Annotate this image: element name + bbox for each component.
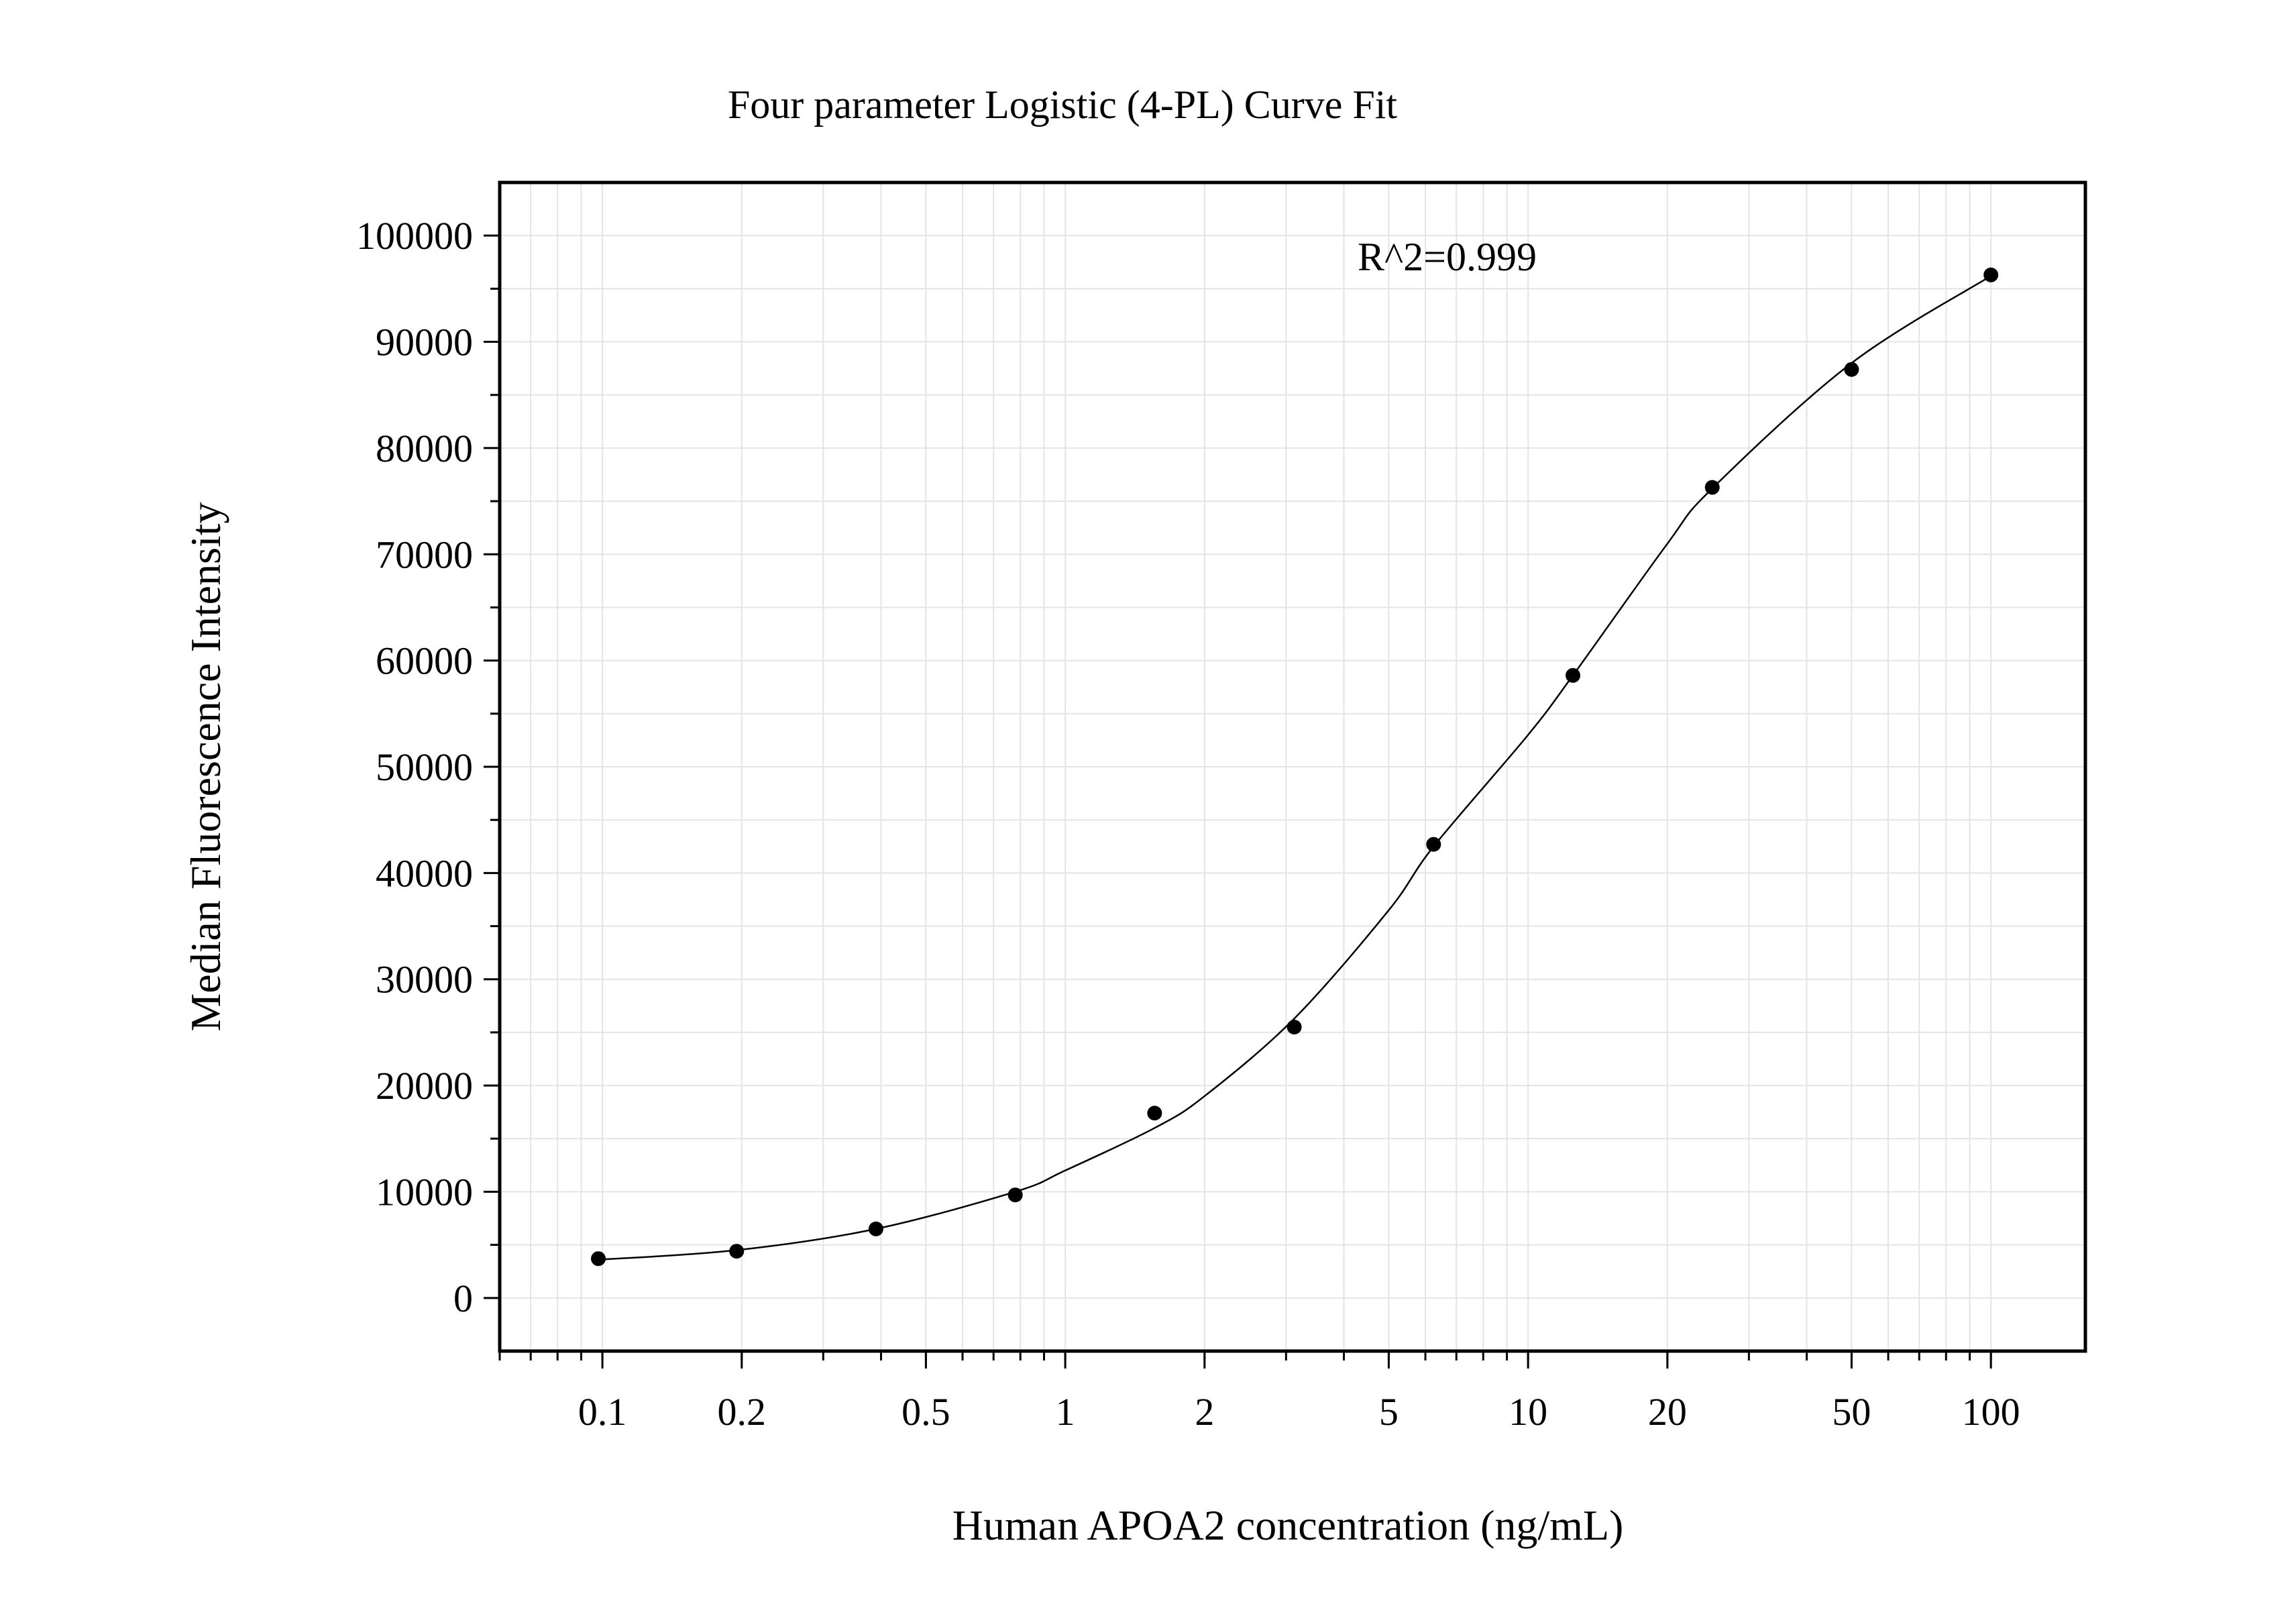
x-tick-label: 1 <box>1056 1390 1075 1434</box>
y-tick-label: 100000 <box>356 214 473 258</box>
data-point <box>868 1221 883 1236</box>
x-tick-label: 50 <box>1832 1390 1871 1434</box>
r-squared-annotation: R^2=0.999 <box>1358 235 1537 279</box>
grid <box>499 182 2085 1351</box>
y-tick-label: 90000 <box>376 321 473 364</box>
data-point <box>1287 1019 1302 1034</box>
x-tick-label: 0.5 <box>901 1390 950 1434</box>
y-tick-label: 0 <box>453 1277 473 1320</box>
y-tick-label: 10000 <box>376 1170 473 1214</box>
data-points <box>591 267 1999 1267</box>
y-axis-title: Median Fluorescence Intensity <box>182 502 229 1031</box>
y-tick-label: 60000 <box>376 639 473 683</box>
data-point <box>1147 1106 1162 1121</box>
axis-ticks <box>484 234 1992 1369</box>
x-tick-label: 0.1 <box>578 1390 627 1434</box>
data-point <box>1426 837 1441 852</box>
x-tick-label: 20 <box>1648 1390 1687 1434</box>
data-point <box>1844 362 1859 377</box>
data-point <box>729 1244 745 1259</box>
data-point <box>1704 480 1720 495</box>
y-tick-label: 30000 <box>376 958 473 1002</box>
x-tick-label: 5 <box>1379 1390 1399 1434</box>
data-point <box>1007 1187 1023 1203</box>
x-tick-label: 2 <box>1195 1390 1214 1434</box>
x-tick-label: 10 <box>1509 1390 1547 1434</box>
y-tick-label: 50000 <box>376 745 473 789</box>
chart-title: Four parameter Logistic (4-PL) Curve Fit <box>728 83 1397 127</box>
data-point <box>591 1251 606 1267</box>
x-tick-labels: 0.1 0.2 0.5 1 2 5 10 20 50 100 <box>578 1390 2020 1434</box>
y-tick-label: 40000 <box>376 851 473 895</box>
y-tick-labels: 0 10000 20000 30000 40000 50000 60000 70000 8000… <box>356 214 473 1320</box>
x-tick-label: 0.2 <box>718 1390 767 1434</box>
x-axis-title: Human APOA2 concentration (ng/mL) <box>952 1501 1624 1549</box>
y-tick-label: 80000 <box>376 427 473 470</box>
y-tick-label: 20000 <box>376 1064 473 1108</box>
data-point <box>1983 267 1999 282</box>
y-tick-label: 70000 <box>376 533 473 576</box>
x-tick-label: 100 <box>1962 1390 2020 1434</box>
data-point <box>1565 667 1580 683</box>
fit-curve-line <box>598 275 1991 1261</box>
